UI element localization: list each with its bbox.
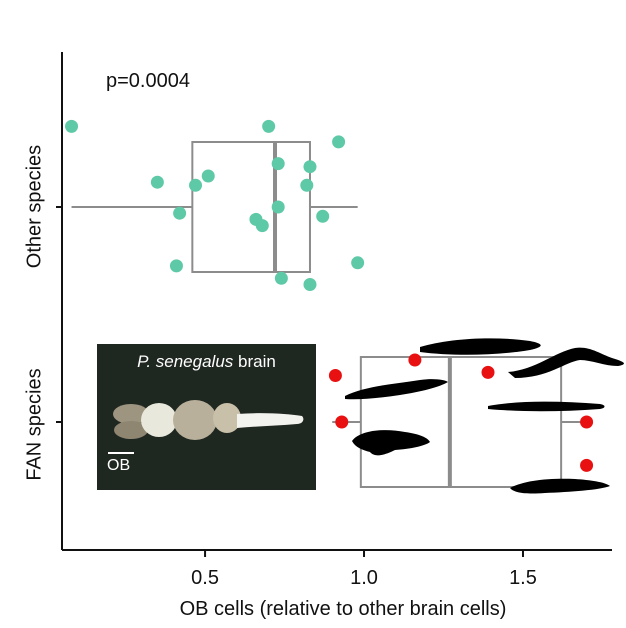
x-tick-label: 1.0 — [350, 567, 378, 589]
data-point — [316, 209, 330, 223]
data-point — [255, 219, 269, 233]
fish-silhouette — [508, 347, 624, 378]
olfactory-bulb-left — [113, 404, 149, 424]
olfactory-bulb-left-lower — [114, 421, 148, 439]
data-point — [201, 169, 215, 183]
scale-bar — [108, 452, 134, 454]
data-point — [169, 259, 183, 273]
data-point — [189, 178, 203, 192]
axes: 0.5 1.0 1.5 — [56, 52, 612, 589]
fish-silhouette — [510, 478, 610, 494]
p-value-annotation: p=0.0004 — [106, 70, 190, 92]
fish-silhouette — [420, 338, 541, 355]
data-point — [335, 415, 349, 429]
data-point — [328, 369, 342, 382]
box-plots — [71, 141, 587, 488]
inset-title: P. senegalus brain — [97, 352, 316, 372]
data-point — [481, 365, 495, 379]
x-tick-label: 1.5 — [509, 567, 537, 589]
fish-silhouette — [352, 430, 430, 456]
data-point — [262, 119, 276, 133]
data-points — [65, 119, 594, 472]
telencephalon — [141, 403, 177, 437]
data-point — [303, 278, 317, 291]
y-category-label-fan: FAN species — [23, 368, 46, 481]
data-point — [580, 415, 594, 429]
data-point — [408, 353, 422, 367]
brain-image — [113, 400, 304, 440]
data-point — [271, 157, 285, 171]
optic-tectum — [173, 400, 217, 440]
data-point — [65, 119, 79, 133]
scale-bar-label: OB — [107, 457, 131, 474]
spinal-cord — [237, 413, 304, 428]
data-point — [274, 271, 288, 285]
data-point — [300, 178, 314, 192]
fish-silhouette — [488, 401, 605, 412]
x-axis-label: OB cells (relative to other brain cells) — [179, 598, 507, 620]
data-point — [150, 175, 164, 189]
data-point — [580, 458, 594, 472]
data-point — [332, 135, 346, 149]
fish-silhouettes — [345, 338, 624, 494]
x-tick-label: 0.5 — [191, 567, 219, 589]
data-point — [271, 200, 285, 214]
y-category-label-other: Other species — [23, 144, 46, 269]
inset-word: brain — [238, 352, 276, 371]
box-iqr — [191, 141, 311, 273]
brain-inset-photo: P. senegalus brain OB — [97, 344, 316, 490]
inset-species: P. senegalus — [137, 352, 234, 371]
data-point — [303, 160, 317, 174]
cerebellum — [213, 403, 241, 433]
fish-silhouette — [345, 379, 448, 400]
data-point — [173, 206, 187, 220]
box-iqr — [359, 356, 563, 488]
data-point — [351, 256, 365, 270]
